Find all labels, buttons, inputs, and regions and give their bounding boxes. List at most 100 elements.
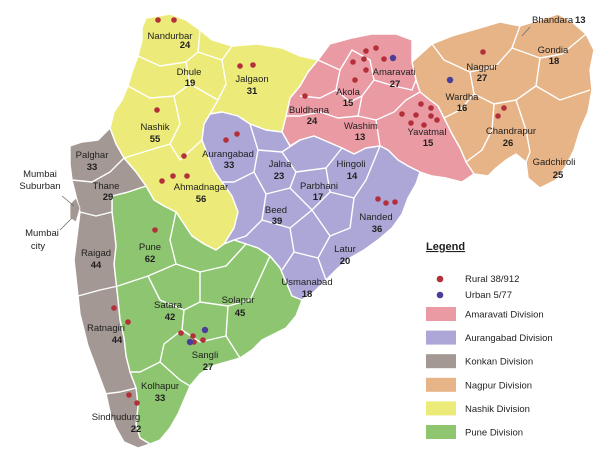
label-amaravati-count: 27	[390, 79, 401, 90]
rural-sample-dot	[190, 333, 196, 339]
label-nanded-name: Nanded	[359, 212, 392, 223]
legend-urban-dot	[436, 291, 444, 299]
rural-sample-dot	[501, 105, 507, 111]
label-mumbai-city-line2: city	[31, 241, 46, 252]
label-usmanabad-name: Usmanabad	[281, 277, 332, 288]
legend-division-label: Konkan Division	[465, 357, 533, 368]
legend-division-label: Aurangabad Division	[465, 333, 553, 344]
label-washim-count: 13	[355, 132, 366, 143]
label-sindhudurg-name: Sindhudurg	[92, 412, 141, 423]
label-bhandara-count: 13	[575, 15, 586, 26]
rural-sample-dot	[375, 196, 381, 202]
label-chandrapur-name: Chandrapur	[486, 126, 536, 137]
label-amaravati-name: Amaravati	[373, 67, 416, 78]
label-raigad-count: 44	[91, 260, 102, 271]
legend-swatch	[426, 307, 456, 321]
rural-sample-dot	[125, 319, 131, 325]
urban-sample-dot	[186, 338, 194, 346]
rural-sample-dot	[200, 337, 206, 343]
district-borders	[71, 25, 591, 395]
label-sangli-count: 27	[203, 362, 214, 373]
label-nandurbar-name: Nandurbar	[148, 31, 193, 42]
label-beed-name: Beed	[265, 205, 287, 216]
label-nandurbar-count: 24	[180, 40, 191, 51]
label-pune-count: 62	[145, 254, 156, 265]
label-ahmadnagar-count: 56	[196, 194, 207, 205]
label-gondia-count: 18	[549, 56, 560, 67]
mumbai-city-pointer	[59, 217, 73, 231]
label-nashik-count: 55	[150, 134, 161, 145]
bhandara-pointer	[521, 26, 531, 37]
label-raigad-name: Raigad	[81, 248, 111, 259]
rural-sample-dot	[399, 111, 405, 117]
rural-sample-dot	[495, 113, 501, 119]
rural-sample-dot	[363, 48, 369, 54]
label-usmanabad-count: 18	[302, 289, 313, 300]
rural-sample-dot	[350, 59, 356, 65]
label-mumbai-suburban-line2: Suburban	[19, 181, 60, 192]
rural-sample-dot	[250, 62, 256, 68]
legend: Legend Rural 38/912 Urban 5/77 Amaravati…	[426, 241, 553, 439]
label-buldhana-name: Buldhana	[289, 105, 330, 116]
rural-sample-dot	[428, 105, 434, 111]
rural-sample-dot	[184, 173, 190, 179]
rural-sample-dot	[421, 122, 427, 128]
survey-sample-dots	[111, 17, 507, 406]
legend-swatch	[426, 330, 456, 345]
legend-swatch	[426, 401, 456, 416]
label-sindhudurg-count: 22	[131, 424, 142, 435]
label-nagpur-name: Nagpur	[466, 62, 497, 73]
legend-division-label: Nashik Division	[465, 404, 530, 415]
rural-sample-dot	[392, 199, 398, 205]
legend-rural-label: Rural 38/912	[465, 274, 519, 285]
label-thane-name: Thane	[93, 181, 120, 192]
label-akola-count: 15	[343, 98, 354, 109]
legend-rural-dot	[436, 275, 444, 283]
legend-title: Legend	[426, 241, 465, 253]
rural-sample-dot	[373, 45, 379, 51]
label-buldhana-count: 24	[307, 116, 318, 127]
legend-swatch	[426, 354, 456, 369]
label-jalna-name: Jalna	[269, 159, 292, 170]
rural-sample-dot	[178, 330, 184, 336]
urban-sample-dot	[446, 76, 454, 84]
label-ahmadnagar-name: Ahmadnagar	[174, 182, 228, 193]
rural-sample-dot	[381, 56, 387, 62]
label-yavatmal-count: 15	[423, 138, 434, 149]
label-latur-count: 20	[340, 256, 351, 267]
rural-sample-dot	[480, 49, 486, 55]
label-aurangabad-name: Aurangabad	[202, 149, 254, 160]
label-mumbai-suburban-line1: Mumbai	[23, 169, 57, 180]
label-solapur-count: 45	[235, 308, 246, 319]
label-ratnagiri-count: 44	[112, 335, 123, 346]
label-satara-count: 42	[165, 312, 176, 323]
label-parbhani-count: 17	[313, 192, 324, 203]
label-gadchiroli-name: Gadchiroli	[533, 157, 576, 168]
label-bhandara-name: Bhandara	[532, 15, 574, 26]
legend-division-items: Amaravati Division Aurangabad Division Kon…	[426, 307, 553, 439]
legend-swatch	[426, 425, 456, 439]
label-latur-name: Latur	[334, 244, 356, 255]
label-kolhapur-count: 33	[155, 393, 166, 404]
label-sangli-name: Sangli	[192, 350, 218, 361]
label-nashik-name: Nashik	[140, 122, 169, 133]
rural-sample-dot	[111, 305, 117, 311]
mumbai-suburban-pointer	[61, 195, 75, 207]
rural-sample-dot	[170, 173, 176, 179]
rural-sample-dot	[126, 392, 132, 398]
label-thane-count: 29	[103, 192, 114, 203]
rural-sample-dot	[428, 113, 434, 119]
rural-sample-dot	[363, 67, 369, 73]
rural-sample-dot	[234, 131, 240, 137]
label-jalgaon-name: Jalgaon	[235, 74, 268, 85]
label-nanded-count: 36	[372, 224, 383, 235]
label-akola-name: Akola	[336, 87, 360, 98]
legend-division-label: Nagpur Division	[465, 380, 532, 391]
label-hingoli-count: 14	[347, 171, 358, 182]
rural-sample-dot	[181, 153, 187, 159]
rural-sample-dot	[134, 400, 140, 406]
label-gadchiroli-count: 25	[553, 170, 564, 181]
label-solapur-name: Solapur	[222, 295, 255, 306]
label-wardha-count: 16	[457, 103, 468, 114]
